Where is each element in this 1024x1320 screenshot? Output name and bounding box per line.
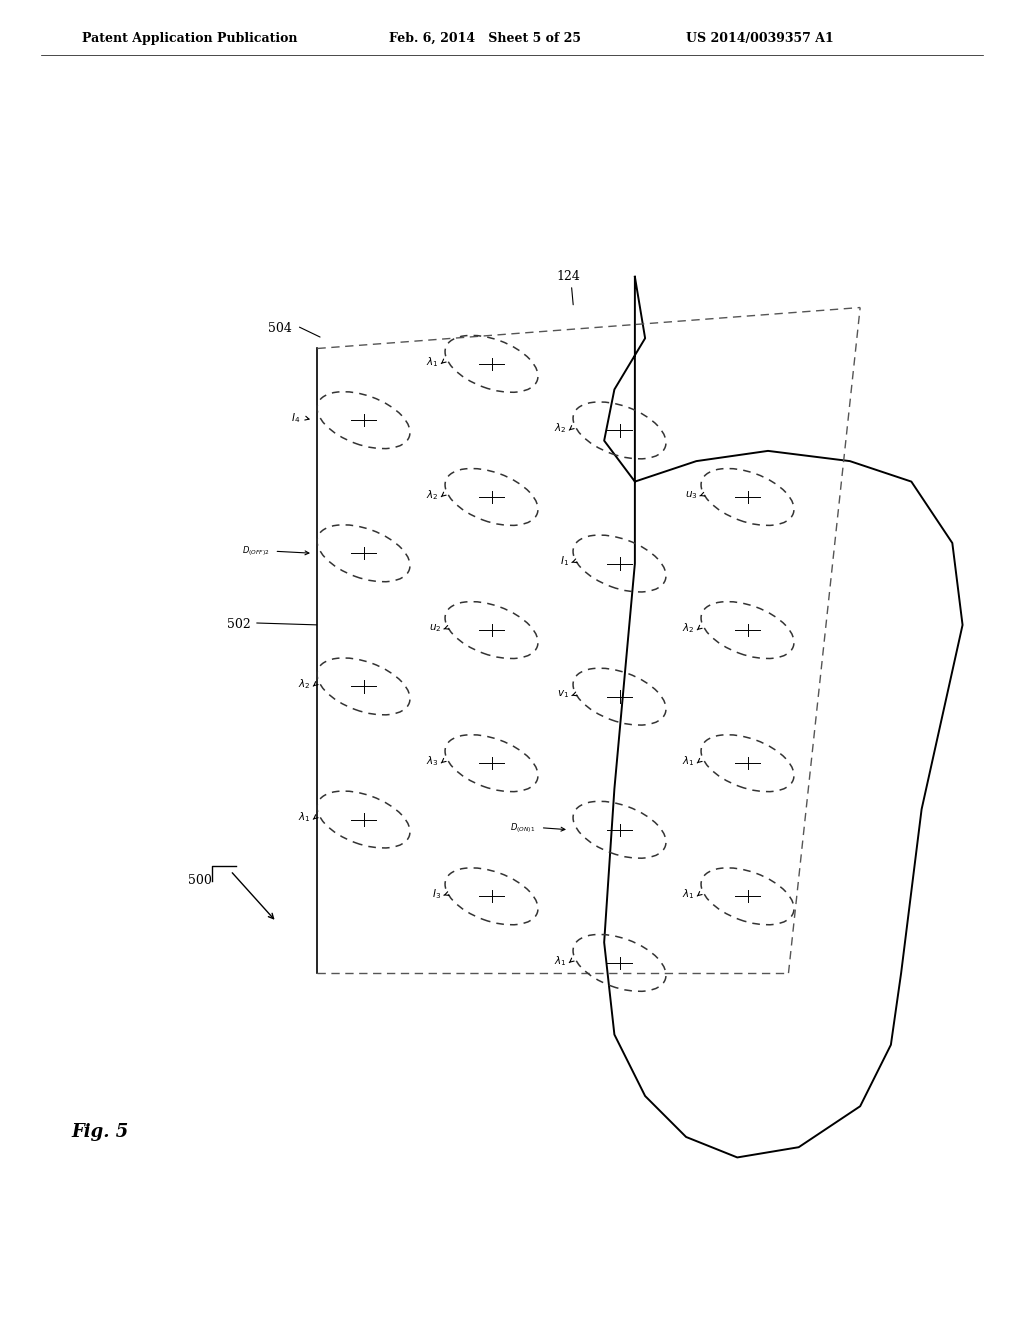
Text: $u_2$: $u_2$ — [429, 622, 441, 634]
Text: $D_{(ON)1}$: $D_{(ON)1}$ — [510, 821, 536, 834]
Text: $I_4$: $I_4$ — [291, 412, 300, 425]
Text: $\lambda_1$: $\lambda_1$ — [298, 810, 310, 825]
Text: $I_1$: $I_1$ — [560, 554, 569, 569]
Text: $\lambda_1$: $\lambda_1$ — [426, 355, 438, 368]
Text: 502: 502 — [227, 619, 251, 631]
Text: $\lambda_2$: $\lambda_2$ — [426, 488, 438, 502]
Text: Patent Application Publication: Patent Application Publication — [82, 32, 297, 45]
Text: $u_3$: $u_3$ — [685, 488, 697, 500]
Text: $D_{(OFF)2}$: $D_{(OFF)2}$ — [242, 544, 269, 558]
Text: $v_1$: $v_1$ — [557, 689, 569, 701]
Text: US 2014/0039357 A1: US 2014/0039357 A1 — [686, 32, 834, 45]
Text: $\lambda_1$: $\lambda_1$ — [554, 954, 566, 968]
Text: $\lambda_3$: $\lambda_3$ — [426, 754, 438, 768]
Text: $I_3$: $I_3$ — [432, 887, 441, 902]
Text: 500: 500 — [187, 874, 212, 887]
Text: $\lambda_1$: $\lambda_1$ — [682, 887, 694, 902]
Text: $\lambda_2$: $\lambda_2$ — [682, 622, 694, 635]
Text: 124: 124 — [556, 271, 581, 284]
Text: $\lambda_2$: $\lambda_2$ — [554, 421, 566, 436]
Text: Feb. 6, 2014   Sheet 5 of 25: Feb. 6, 2014 Sheet 5 of 25 — [389, 32, 582, 45]
Text: Fig. 5: Fig. 5 — [72, 1123, 129, 1140]
Text: 504: 504 — [268, 322, 292, 334]
Text: $\lambda_1$: $\lambda_1$ — [682, 754, 694, 768]
Text: $\lambda_2$: $\lambda_2$ — [298, 677, 310, 692]
